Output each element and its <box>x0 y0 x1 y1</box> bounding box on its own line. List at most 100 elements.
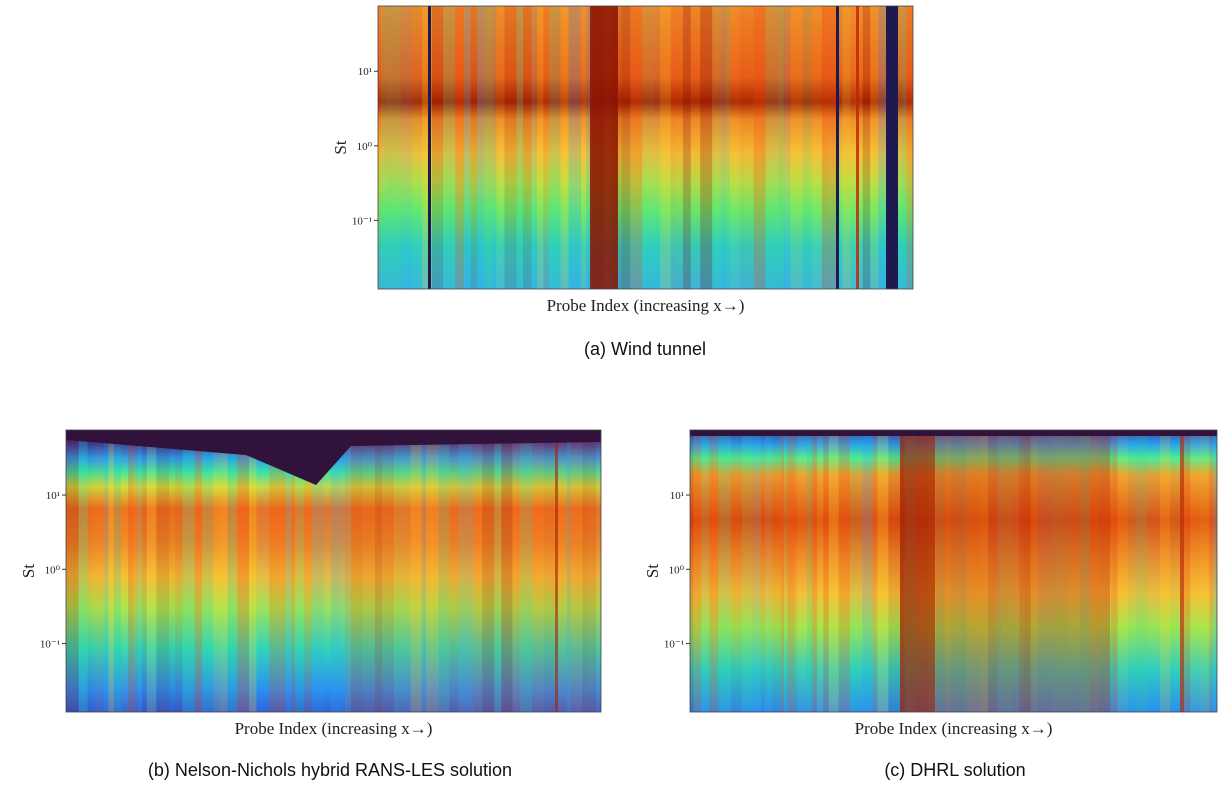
heatmap-texture <box>422 6 432 289</box>
heatmap-texture <box>700 6 713 289</box>
heatmap-texture <box>421 430 427 712</box>
heatmap-image <box>690 430 1217 712</box>
heatmap-texture <box>381 6 387 289</box>
heatmap-texture <box>90 430 96 712</box>
heatmap-texture <box>1117 430 1128 712</box>
heatmap-texture <box>496 6 505 289</box>
heatmap-texture <box>1170 430 1181 712</box>
heatmap-texture <box>753 6 766 289</box>
heatmap-texture <box>794 430 798 712</box>
heatmap-texture <box>426 430 439 712</box>
heatmap-top <box>690 430 1217 436</box>
heatmap-texture <box>878 6 889 289</box>
heatmap-texture <box>902 6 907 289</box>
heatmap-texture <box>1012 430 1020 712</box>
heatmap-texture <box>837 6 843 289</box>
plot-frame <box>377 5 914 290</box>
heatmap-texture <box>520 430 533 712</box>
heatmap-texture <box>108 430 114 712</box>
heatmap-texture <box>470 6 478 289</box>
heatmap-feature <box>900 430 935 712</box>
heatmap-texture <box>797 430 807 712</box>
heatmap-texture <box>642 6 655 289</box>
heatmap-texture <box>378 6 382 289</box>
heatmap-texture <box>249 430 257 712</box>
heatmap-texture <box>501 430 513 712</box>
heatmap-texture <box>595 430 601 712</box>
heatmap-texture <box>531 6 538 289</box>
heatmap-texture <box>1111 430 1118 712</box>
heatmap-texture <box>842 6 851 289</box>
heatmap-texture <box>862 6 871 289</box>
heatmap-texture <box>1209 430 1213 712</box>
heatmap-texture <box>712 6 721 289</box>
heatmap-texture <box>587 430 596 712</box>
heatmap-texture <box>400 6 412 289</box>
heatmap-texture <box>944 430 952 712</box>
heatmap-texture <box>936 430 945 712</box>
heatmap-feature <box>886 6 898 289</box>
heatmap-texture <box>477 6 485 289</box>
heatmap-texture <box>739 6 744 289</box>
heatmap-texture <box>888 430 900 712</box>
heatmap-feature <box>555 430 558 712</box>
heatmap-texture <box>961 430 967 712</box>
heatmap-texture <box>1023 430 1031 712</box>
heatmap-texture <box>362 430 376 712</box>
heatmap-texture <box>339 430 352 712</box>
heatmap-texture <box>849 430 863 712</box>
heatmap-texture <box>720 6 727 289</box>
heatmap-texture <box>560 6 569 289</box>
heatmap-texture <box>386 6 393 289</box>
heatmap-texture <box>455 6 464 289</box>
heatmap-texture <box>275 430 286 712</box>
heatmap-texture <box>827 6 838 289</box>
heatmap-texture <box>1037 430 1050 712</box>
heatmap-texture <box>104 430 109 712</box>
heatmap-texture <box>1080 430 1090 712</box>
plot-frame <box>689 429 1218 713</box>
heatmap-texture <box>512 430 521 712</box>
heatmap-texture <box>169 430 176 712</box>
heatmap-texture <box>778 6 784 289</box>
heatmap-texture <box>1068 430 1081 712</box>
heatmap-texture <box>133 430 138 712</box>
heatmap-texture <box>516 6 524 289</box>
y-tick-label: 10⁻¹ <box>664 639 684 651</box>
heatmap-texture <box>1127 430 1137 712</box>
heatmap-texture <box>323 430 331 712</box>
heatmap-texture <box>783 6 791 289</box>
heatmap-texture <box>897 6 903 289</box>
heatmap-texture <box>492 6 497 289</box>
heatmap-texture <box>311 430 324 712</box>
heatmap-texture <box>472 430 483 712</box>
heatmap-texture <box>482 430 495 712</box>
heatmap-texture <box>1019 430 1024 712</box>
caption: (c) DHRL solution <box>884 760 1025 780</box>
heatmap-texture <box>431 6 443 289</box>
y-tick-label: 10⁰ <box>357 141 373 153</box>
heatmap-texture <box>128 430 134 712</box>
heatmap-texture <box>548 6 561 289</box>
panel: 10⁻¹ 10⁰ 10¹ St Probe Index (increasing x→) (… <box>331 5 914 359</box>
heatmap-texture <box>1030 430 1038 712</box>
heatmap-texture <box>330 430 340 712</box>
heatmap-texture <box>743 6 754 289</box>
y-axis-label: St <box>643 564 662 578</box>
heatmap-texture <box>156 430 170 712</box>
heatmap-texture <box>701 430 710 712</box>
caption: (b) Nelson-Nichols hybrid RANS-LES solut… <box>148 760 512 780</box>
x-axis-label: Probe Index (increasing x→) <box>855 719 1053 738</box>
heatmap-texture <box>537 6 544 289</box>
heatmap-texture <box>862 430 873 712</box>
y-tick-label: 10¹ <box>46 490 60 502</box>
heatmap-texture <box>532 430 545 712</box>
heatmap-feature <box>836 6 839 289</box>
heatmap-feature <box>856 6 859 289</box>
heatmap-feature <box>428 6 431 289</box>
heatmap-texture <box>988 430 997 712</box>
heatmap-texture <box>213 430 220 712</box>
panel: 10⁻¹ 10⁰ 10¹ St Probe Index (increasing x→) (… <box>643 429 1218 780</box>
heatmap-texture <box>1147 430 1160 712</box>
heatmap-texture <box>66 430 79 712</box>
